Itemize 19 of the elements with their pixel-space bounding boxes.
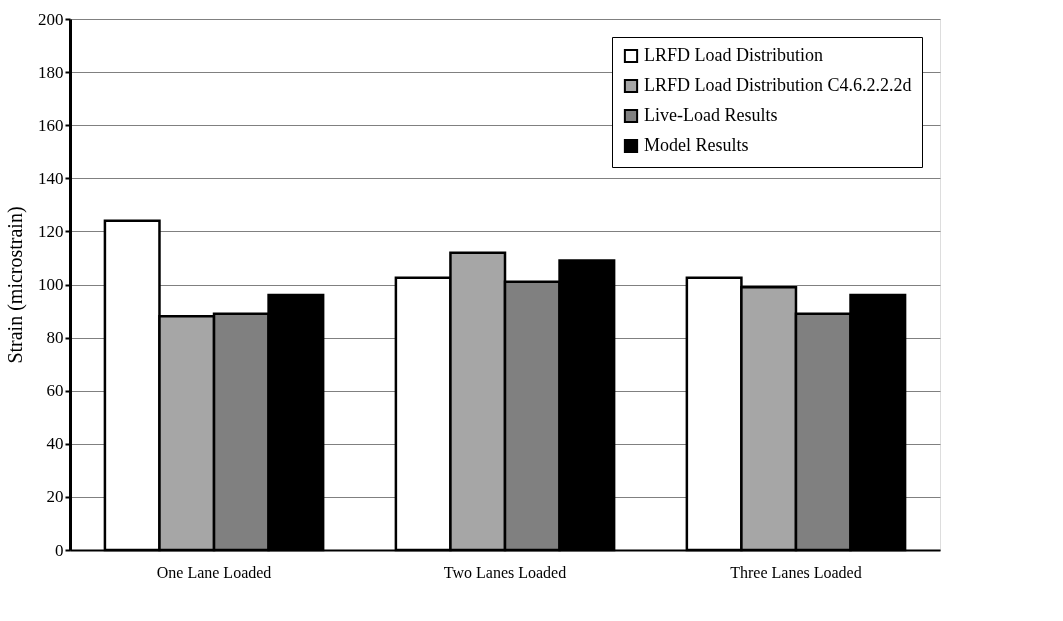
- y-tick-label: 200: [38, 9, 64, 29]
- y-tick-label: 80: [46, 328, 64, 348]
- legend-label: LRFD Load Distribution C4.6.2.2.2d: [644, 75, 912, 95]
- legend-label: Live-Load Results: [644, 105, 778, 125]
- y-tick-label: 20: [46, 487, 64, 507]
- x-tick-label: Three Lanes Loaded: [730, 563, 862, 581]
- y-tick-label: 120: [38, 221, 64, 241]
- y-tick-label: 160: [38, 115, 64, 135]
- y-tick-label: 100: [38, 275, 64, 294]
- y-tick-label: 140: [38, 168, 64, 188]
- x-tick-label: One Lane Loaded: [156, 563, 272, 581]
- y-tick-label: 40: [46, 434, 64, 454]
- y-tick-label: 0: [55, 540, 64, 560]
- y-tick-label: 60: [46, 381, 64, 401]
- y-tick-label: 180: [38, 62, 64, 82]
- legend-label: LRFD Load Distribution: [644, 45, 823, 65]
- y-axis-title: Strain (microstrain): [4, 206, 27, 364]
- x-tick-label: Two Lanes Loaded: [443, 563, 567, 581]
- legend-label: Model Results: [644, 135, 749, 155]
